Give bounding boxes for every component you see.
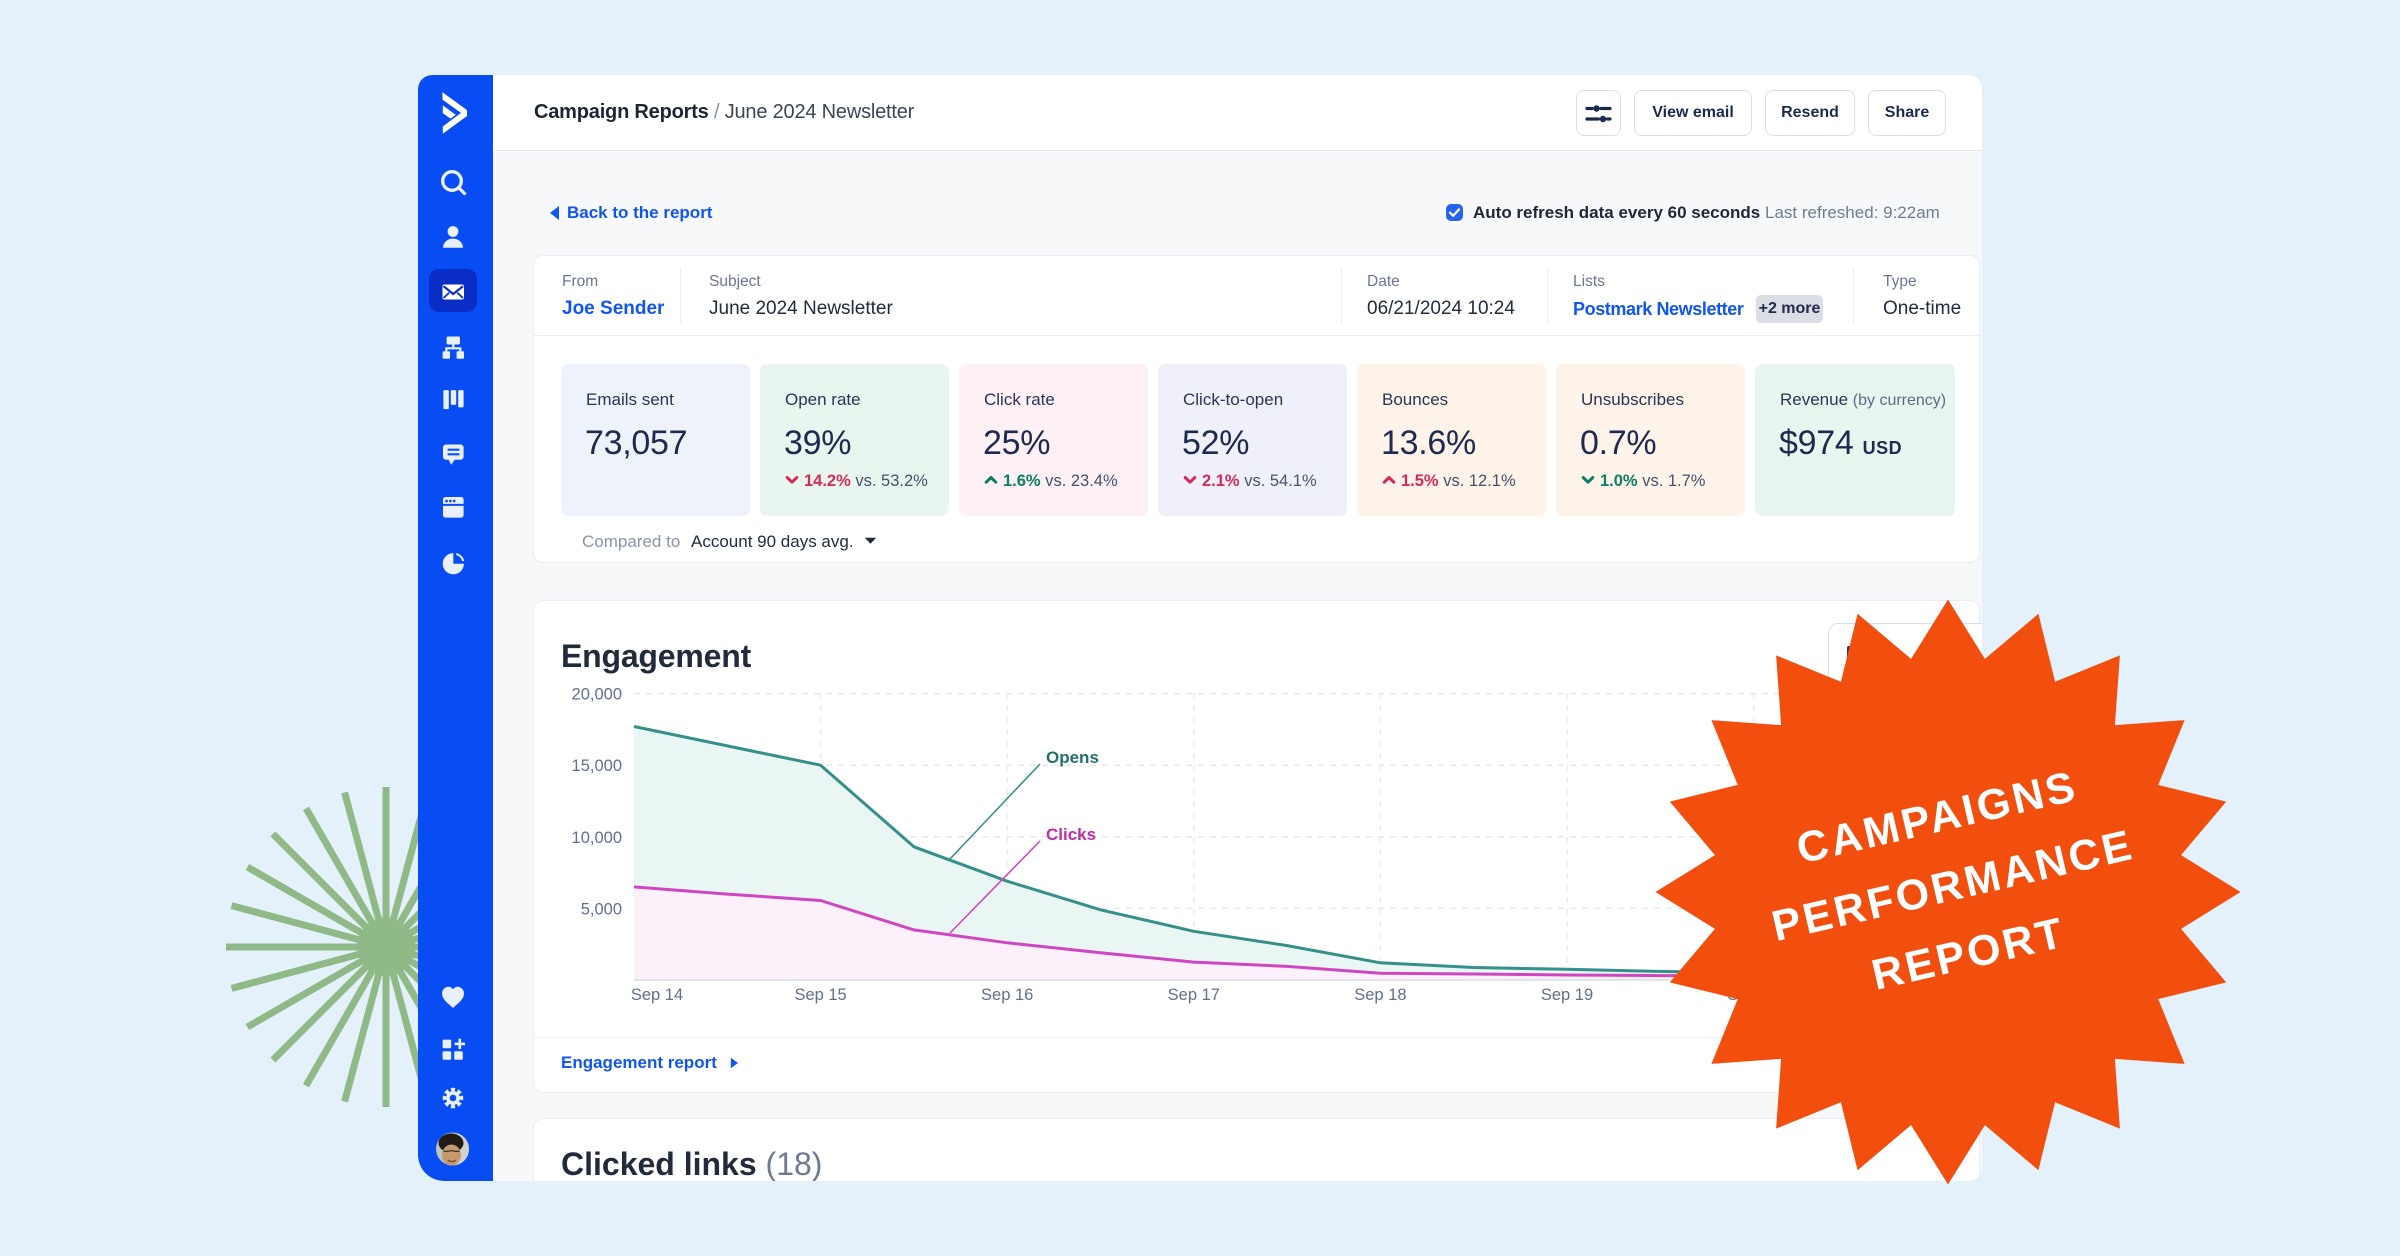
svg-text:Sep 17: Sep 17: [1168, 986, 1220, 1004]
svg-text:20,000: 20,000: [572, 686, 622, 704]
svg-text:Sep 16: Sep 16: [981, 986, 1033, 1004]
svg-text:Sep 15: Sep 15: [794, 986, 846, 1004]
svg-text:10,000: 10,000: [572, 829, 622, 847]
svg-text:Opens: Opens: [1046, 748, 1099, 767]
svg-text:5,000: 5,000: [581, 900, 622, 918]
svg-text:Sep 14: Sep 14: [631, 986, 683, 1004]
svg-text:Clicks: Clicks: [1046, 825, 1096, 844]
svg-text:15,000: 15,000: [572, 757, 622, 775]
svg-text:Sep 18: Sep 18: [1354, 986, 1406, 1004]
svg-text:Sep 19: Sep 19: [1541, 986, 1593, 1004]
